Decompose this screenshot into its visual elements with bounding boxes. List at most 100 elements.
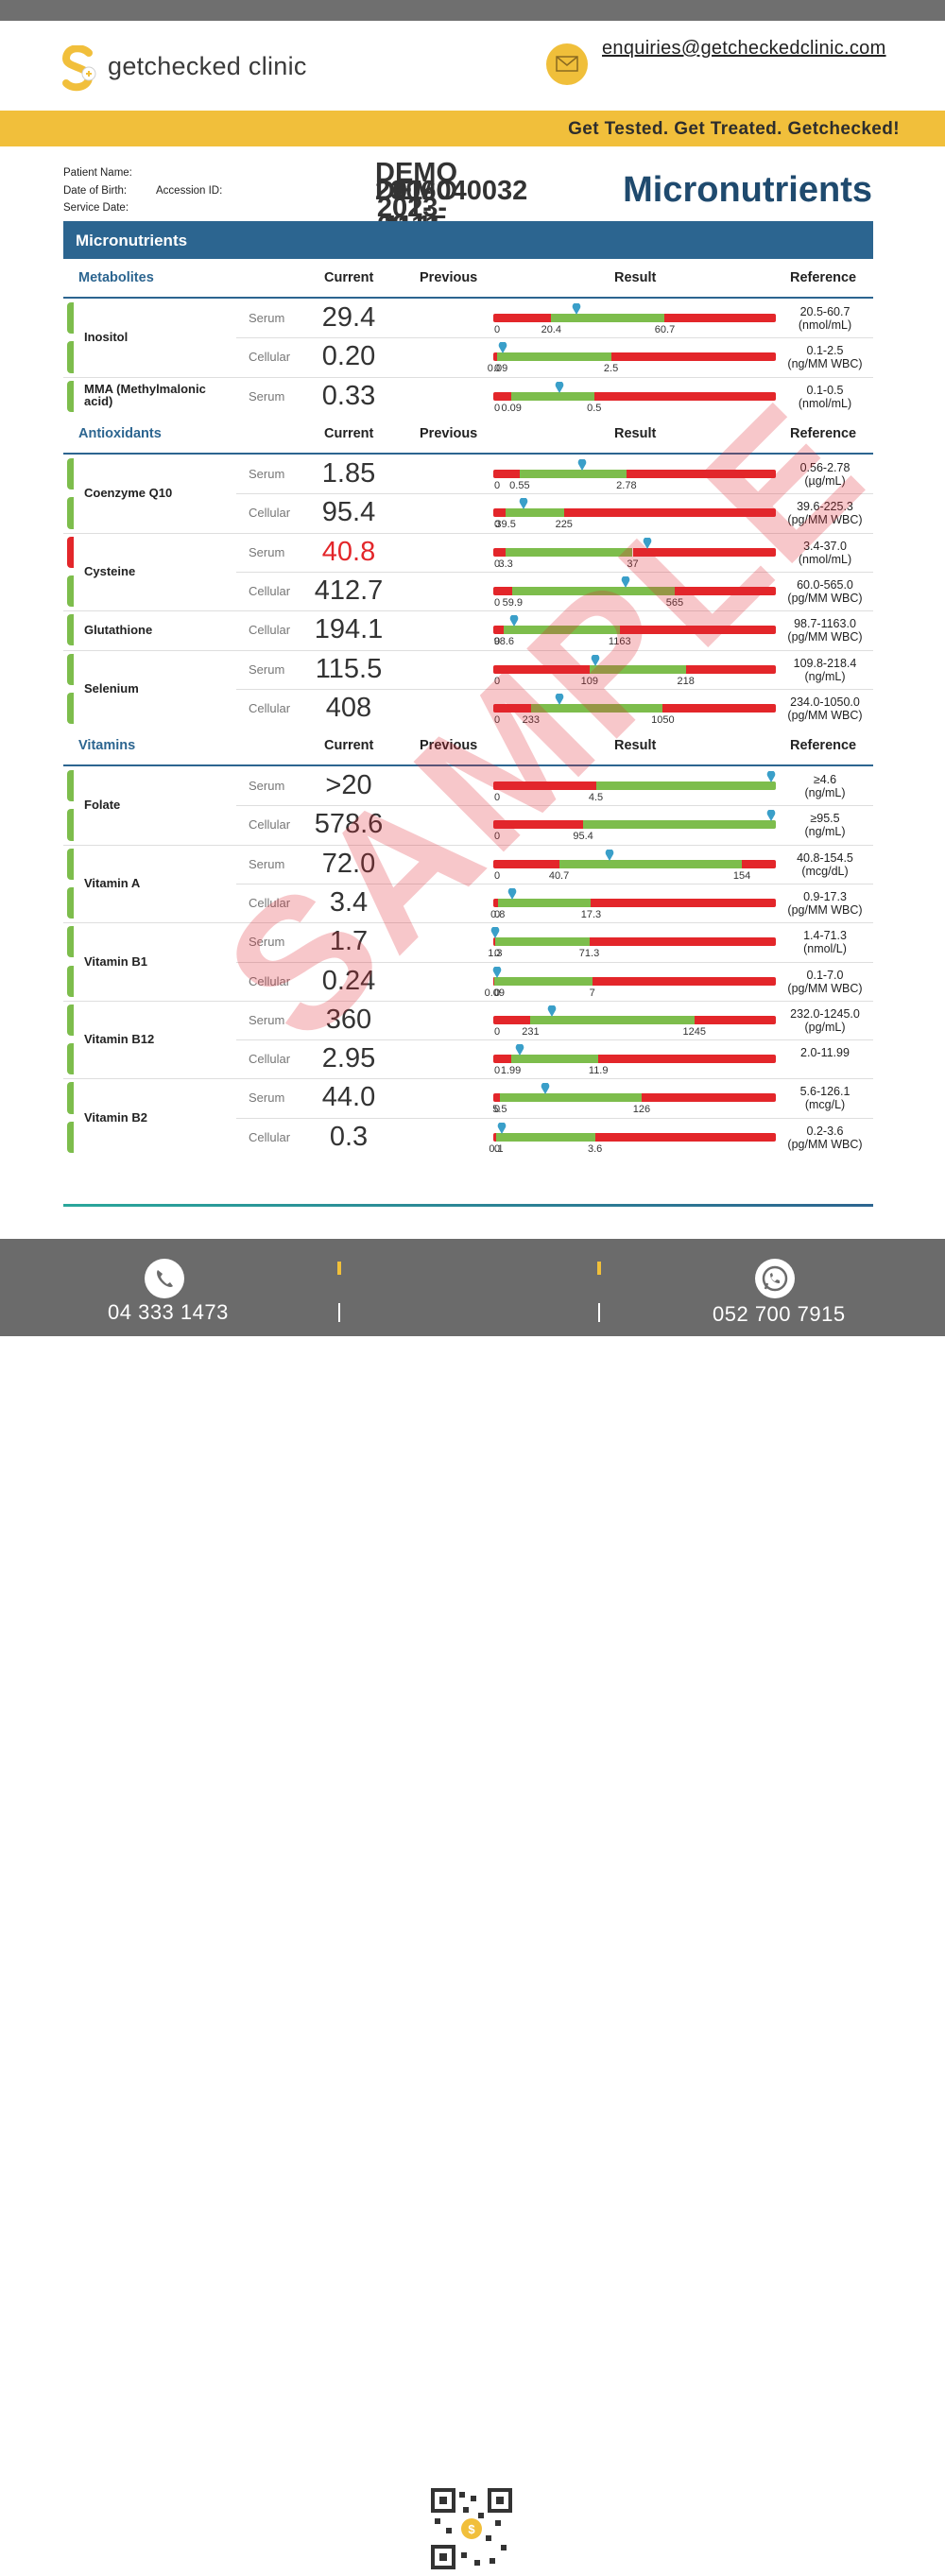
tagline-bar: Get Tested. Get Treated. Getchecked! bbox=[0, 111, 945, 146]
range-low bbox=[493, 352, 498, 362]
range-normal bbox=[497, 352, 611, 362]
reference-range: 60.0-565.0 bbox=[797, 577, 853, 592]
tick-label: 39.5 bbox=[495, 519, 516, 531]
reference-units: (µg/mL) bbox=[804, 474, 846, 488]
result-bar bbox=[493, 820, 776, 830]
logo-icon bbox=[61, 45, 96, 92]
range-low bbox=[493, 626, 505, 635]
result-bar bbox=[493, 703, 776, 713]
current-value: 1.7 bbox=[329, 926, 369, 957]
reference-units: (pg/mL) bbox=[804, 1020, 846, 1034]
current-value: 1.85 bbox=[321, 458, 376, 489]
specimen-label: Serum bbox=[249, 935, 285, 950]
flag-normal bbox=[67, 302, 74, 335]
current-value: 40.8 bbox=[321, 536, 376, 567]
row-divider bbox=[236, 571, 873, 573]
range-low bbox=[493, 703, 531, 713]
range-high bbox=[662, 703, 776, 713]
qr-code-icon[interactable]: $ bbox=[429, 2486, 514, 2571]
specimen-label: Serum bbox=[249, 467, 285, 481]
whatsapp-number[interactable]: 052 700 7915 bbox=[713, 1302, 846, 1326]
marker-pin-icon bbox=[766, 770, 776, 782]
brand-name: getchecked clinic bbox=[108, 52, 307, 80]
row-divider bbox=[236, 1039, 873, 1041]
result-bar bbox=[493, 508, 776, 518]
specimen-label: Cellular bbox=[249, 973, 291, 988]
section-header: Vitamins Current Previous Result Reference bbox=[63, 727, 873, 766]
flag-normal bbox=[67, 497, 74, 529]
range-high bbox=[594, 1132, 776, 1142]
range-high bbox=[563, 508, 776, 518]
current-value: 72.0 bbox=[321, 848, 376, 879]
analyte-divider bbox=[63, 922, 873, 924]
column-result: Result bbox=[614, 738, 657, 753]
tick-label: 3.6 bbox=[587, 1142, 603, 1155]
marker-pin-icon bbox=[507, 887, 517, 900]
tick-label: 0.09 bbox=[484, 987, 506, 999]
current-value: 412.7 bbox=[314, 575, 384, 606]
envelope-icon[interactable] bbox=[546, 43, 588, 85]
range-normal bbox=[506, 547, 633, 557]
analyte-name: Folate bbox=[84, 798, 121, 813]
tick-label: 233 bbox=[522, 713, 540, 726]
row-divider bbox=[236, 493, 873, 495]
tick-label: 60.7 bbox=[654, 324, 676, 335]
top-strip bbox=[0, 0, 945, 21]
reference-range: 98.7-1163.0 bbox=[794, 617, 856, 631]
tick-label: 1.3 bbox=[488, 948, 503, 960]
reference-units: (ng/mL) bbox=[804, 825, 846, 839]
accession-id: 2306040032 bbox=[375, 175, 528, 206]
marker-pin-icon bbox=[509, 614, 519, 627]
marker-pin-icon bbox=[621, 575, 630, 588]
range-low bbox=[493, 937, 495, 947]
reference-range: 40.8-154.5 bbox=[797, 850, 853, 865]
result-bar bbox=[493, 859, 776, 868]
tick-label: 0 bbox=[493, 987, 501, 999]
flag-normal bbox=[67, 1121, 74, 1153]
tick-label: 218 bbox=[677, 675, 695, 687]
analyte-name: Cysteine bbox=[84, 563, 136, 578]
flag-normal bbox=[67, 1082, 74, 1114]
range-low bbox=[493, 781, 596, 790]
email-link[interactable]: enquiries@getcheckedclinic.com bbox=[602, 38, 886, 59]
range-high bbox=[632, 547, 776, 557]
range-normal bbox=[530, 703, 663, 713]
analyte-divider bbox=[63, 376, 873, 378]
specimen-label: Serum bbox=[249, 1012, 285, 1027]
result-bar bbox=[493, 352, 776, 362]
phone-number[interactable]: 04 333 1473 bbox=[108, 1300, 229, 1324]
marker-pin-icon bbox=[497, 1121, 507, 1134]
analyte-name: MMA (Methylmalonic acid) bbox=[84, 382, 206, 409]
current-value: 3.4 bbox=[329, 886, 369, 918]
specimen-label: Serum bbox=[249, 311, 285, 325]
result-bar bbox=[493, 547, 776, 557]
section-header: Antioxidants Current Previous Result Referen… bbox=[63, 415, 873, 455]
result-bar bbox=[493, 1132, 776, 1142]
current-value: 95.4 bbox=[321, 497, 376, 528]
range-high bbox=[592, 976, 776, 986]
specimen-label: Cellular bbox=[249, 817, 291, 833]
current-value: 578.6 bbox=[314, 809, 384, 840]
reference-range: 0.9-17.3 bbox=[803, 889, 847, 903]
flag-normal bbox=[67, 458, 74, 490]
reference-range: 2.0-11.99 bbox=[800, 1046, 850, 1060]
range-high bbox=[591, 898, 776, 907]
tick-label: 0 bbox=[493, 869, 501, 882]
whatsapp-icon[interactable] bbox=[755, 1259, 795, 1298]
range-normal bbox=[499, 1093, 642, 1103]
range-high bbox=[610, 352, 776, 362]
tick-label: 37 bbox=[627, 558, 639, 570]
specimen-label: Cellular bbox=[249, 350, 291, 365]
tick-label: 4.5 bbox=[588, 792, 604, 803]
result-bar bbox=[493, 898, 776, 907]
footer-separator bbox=[598, 1303, 600, 1322]
tick-label: 0 bbox=[493, 1065, 501, 1077]
reference-range: 0.1-0.5 bbox=[806, 383, 844, 397]
flag-normal bbox=[67, 380, 74, 412]
section-header: Metabolites Current Previous Result Referenc… bbox=[63, 259, 873, 299]
range-normal bbox=[595, 781, 776, 790]
phone-icon[interactable] bbox=[145, 1259, 184, 1298]
tick-label: 98.6 bbox=[493, 636, 515, 648]
footer-divider bbox=[63, 1204, 873, 1207]
range-normal bbox=[583, 820, 776, 830]
